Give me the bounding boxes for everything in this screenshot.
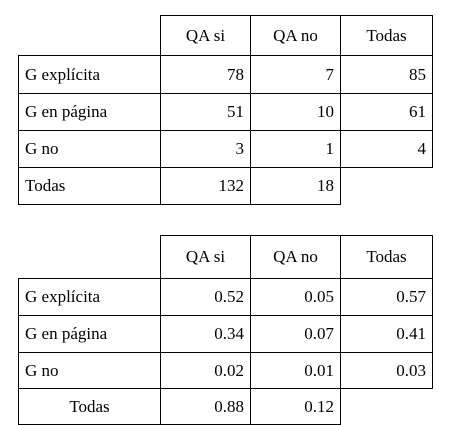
row-label: Todas (18, 167, 161, 205)
value-cell: 10 (250, 93, 341, 131)
row-label: G no (18, 130, 161, 168)
header-cell: QA no (250, 15, 341, 56)
value-cell: 0.52 (160, 278, 251, 316)
header-cell: QA si (160, 15, 251, 56)
row-label: G en página (18, 93, 161, 131)
value-cell: 0.88 (160, 388, 251, 425)
value-cell: 0.41 (340, 315, 433, 353)
value-cell: 0.57 (340, 278, 433, 316)
row-label: G explícita (18, 55, 161, 94)
value-cell: 0.01 (250, 352, 341, 389)
value-cell: 51 (160, 93, 251, 131)
value-cell: 4 (340, 130, 433, 168)
row-label: Todas (18, 388, 161, 425)
value-cell: 18 (250, 167, 341, 205)
value-cell: 61 (340, 93, 433, 131)
row-label: G en página (18, 315, 161, 353)
value-cell: 0.12 (250, 388, 341, 425)
value-cell: 0.02 (160, 352, 251, 389)
value-cell: 78 (160, 55, 251, 94)
row-label: G explícita (18, 278, 161, 316)
value-cell: 85 (340, 55, 433, 94)
value-cell: 0.07 (250, 315, 341, 353)
value-cell: 3 (160, 130, 251, 168)
value-cell: 0.03 (340, 352, 433, 389)
row-label: G no (18, 352, 161, 389)
header-cell: QA no (250, 235, 341, 279)
value-cell: 0.34 (160, 315, 251, 353)
header-cell: Todas (340, 15, 433, 56)
value-cell: 7 (250, 55, 341, 94)
value-cell: 1 (250, 130, 341, 168)
value-cell: 132 (160, 167, 251, 205)
header-cell: Todas (340, 235, 433, 279)
value-cell: 0.05 (250, 278, 341, 316)
header-cell: QA si (160, 235, 251, 279)
